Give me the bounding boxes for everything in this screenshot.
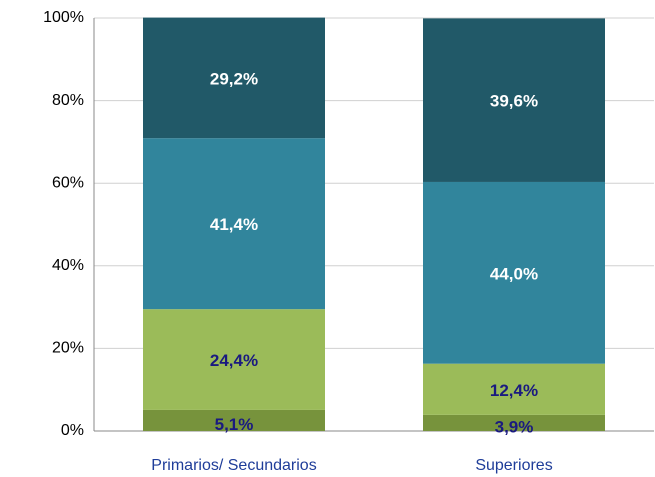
x-tick-label: Primarios/ Secundarios — [151, 457, 316, 474]
bar-segment — [423, 414, 605, 431]
bar-segment — [143, 309, 325, 410]
value-label: 39,6% — [490, 92, 538, 111]
y-tick-label: 40% — [52, 257, 84, 274]
value-label: 29,2% — [210, 69, 258, 88]
y-tick-label: 100% — [43, 9, 84, 26]
y-tick-label: 80% — [52, 92, 84, 109]
x-tick-label: Superiores — [475, 457, 552, 474]
bar-segment — [423, 363, 605, 415]
value-label: 44,0% — [490, 264, 538, 283]
value-label: 5,1% — [215, 415, 254, 434]
y-tick-label: 0% — [61, 422, 84, 439]
y-tick-label: 60% — [52, 174, 84, 191]
bar-segment — [423, 18, 605, 182]
bar-segment — [423, 181, 605, 364]
bar-segment — [143, 409, 325, 431]
bar-segment — [143, 17, 325, 139]
value-label: 24,4% — [210, 351, 258, 370]
bar-segment — [143, 138, 325, 310]
value-label: 12,4% — [490, 381, 538, 400]
value-label: 3,9% — [495, 417, 534, 436]
value-label: 41,4% — [210, 215, 258, 234]
y-tick-label: 20% — [52, 340, 84, 357]
